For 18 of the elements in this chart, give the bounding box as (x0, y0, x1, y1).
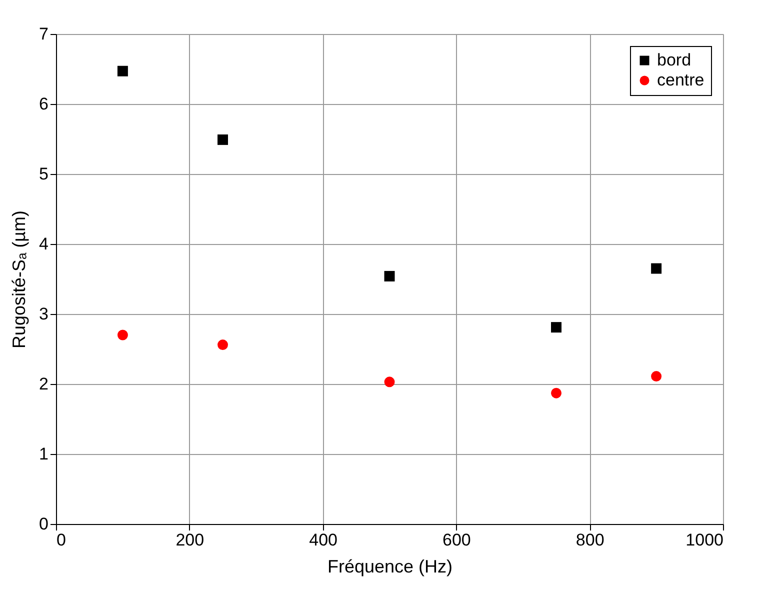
y-tick-label: 4 (39, 234, 48, 254)
y-tick-label: 0 (39, 514, 48, 534)
y-tick-label: 7 (39, 24, 48, 44)
x-tick-label: 1000 (686, 530, 724, 550)
legend-label: centre (657, 70, 704, 90)
x-tick-label: 600 (442, 530, 471, 550)
x-axis-title: Fréquence (Hz) (327, 556, 453, 576)
y-tick-label: 2 (39, 374, 48, 394)
x-tick-label: 400 (309, 530, 338, 550)
y-axis-title: Rugosité-Sₐ (µm) (9, 210, 30, 349)
y-tick-label: 5 (39, 164, 48, 184)
x-tick-label: 0 (56, 530, 66, 550)
x-tick-label: 800 (576, 530, 604, 550)
y-tick-label: 6 (39, 94, 48, 114)
y-tick-label: 1 (39, 444, 48, 464)
y-tick-label: 3 (39, 304, 48, 324)
legend-label: bord (657, 50, 692, 70)
x-tick-label: 200 (176, 530, 204, 550)
